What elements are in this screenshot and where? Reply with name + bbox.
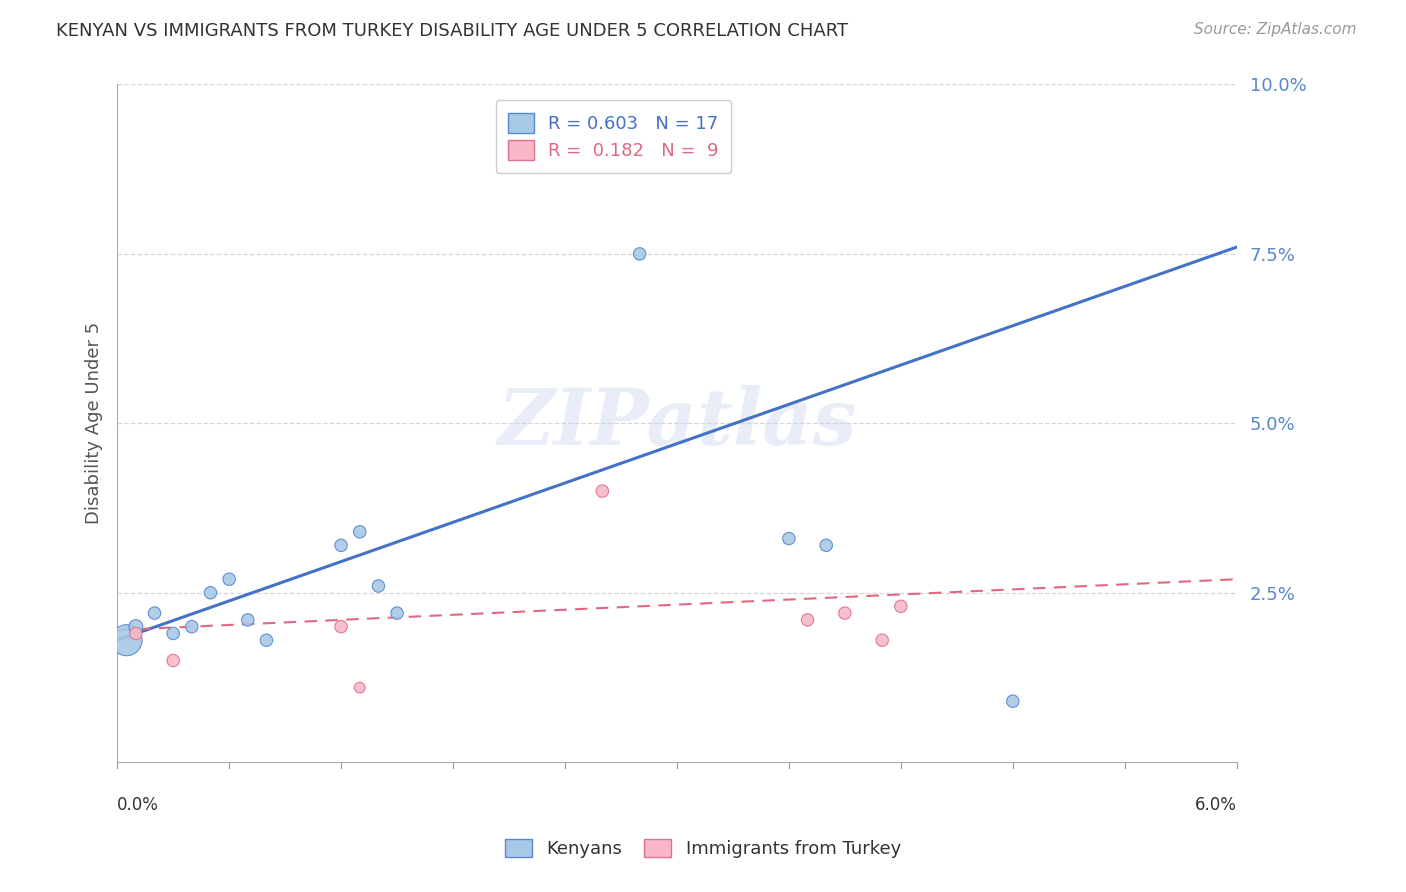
Text: ZIPatlas: ZIPatlas <box>498 385 856 461</box>
Point <box>125 626 148 640</box>
Point <box>330 538 353 552</box>
Point <box>890 599 912 614</box>
Text: Source: ZipAtlas.com: Source: ZipAtlas.com <box>1194 22 1357 37</box>
Point <box>385 606 408 620</box>
Point <box>200 586 222 600</box>
Legend: R = 0.603   N = 17, R =  0.182   N =  9: R = 0.603 N = 17, R = 0.182 N = 9 <box>496 100 731 172</box>
Text: 0.0%: 0.0% <box>117 796 159 814</box>
Point <box>349 524 371 539</box>
Point <box>1001 694 1024 708</box>
Point <box>162 626 184 640</box>
Point <box>778 532 800 546</box>
Point <box>143 606 166 620</box>
Point <box>796 613 818 627</box>
Point <box>236 613 259 627</box>
Point <box>834 606 856 620</box>
Y-axis label: Disability Age Under 5: Disability Age Under 5 <box>86 322 103 524</box>
Point <box>815 538 838 552</box>
Legend: Kenyans, Immigrants from Turkey: Kenyans, Immigrants from Turkey <box>498 831 908 865</box>
Point <box>330 620 353 634</box>
Point <box>256 633 278 648</box>
Point <box>180 620 202 634</box>
Point <box>349 681 371 695</box>
Point <box>218 572 240 586</box>
Text: KENYAN VS IMMIGRANTS FROM TURKEY DISABILITY AGE UNDER 5 CORRELATION CHART: KENYAN VS IMMIGRANTS FROM TURKEY DISABIL… <box>56 22 848 40</box>
Text: 6.0%: 6.0% <box>1195 796 1237 814</box>
Point <box>162 654 184 668</box>
Point <box>628 247 651 261</box>
Point <box>870 633 893 648</box>
Point <box>125 620 148 634</box>
Point <box>115 633 138 648</box>
Point <box>591 484 613 499</box>
Point <box>367 579 389 593</box>
